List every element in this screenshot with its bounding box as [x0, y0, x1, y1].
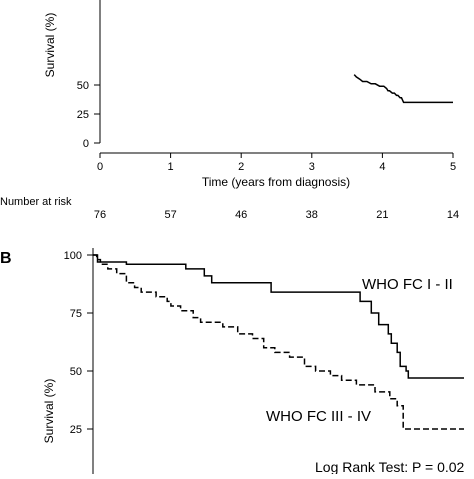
panel-b-series [93, 254, 464, 430]
panel-b-y-tick-label: 25 [70, 424, 82, 436]
panel-a-y-tick-label: 50 [77, 80, 89, 92]
panel-a-x-tick-label: 4 [379, 161, 385, 173]
panel-a-x-tick-label: 1 [168, 161, 174, 173]
number-at-risk-value: 46 [235, 209, 247, 221]
panel-a-y-ticks: 0 25 50 [77, 80, 100, 150]
number-at-risk-value: 21 [376, 209, 388, 221]
panel-a-series [353, 74, 453, 104]
panel-a: 0 25 50 0 1 2 3 4 5 Survival (%) Time (years fr… [0, 0, 459, 221]
panel-b-y-axis-label: Survival (%) [42, 379, 56, 444]
number-at-risk-value: 57 [164, 209, 176, 221]
number-at-risk-row: 76 57 46 38 21 14 [94, 209, 459, 221]
panel-b-y-tick-label: 75 [70, 308, 82, 320]
log-rank-annotation: Log Rank Test: P = 0.02 [315, 459, 465, 474]
panel-a-y-axis-label: Survival (%) [43, 13, 57, 78]
legend-label-who-fc-iii-iv: WHO FC III - IV [266, 408, 371, 425]
number-at-risk-value: 76 [94, 209, 106, 221]
panel-b-y-tick-label: 100 [64, 250, 82, 262]
panel-a-x-tick-label: 2 [238, 161, 244, 173]
panel-a-x-ticks: 0 1 2 3 4 5 [97, 153, 456, 173]
panel-b: B 100 75 50 25 Survival (%) WHO FC I - II W… [0, 248, 465, 475]
panel-a-x-tick-label: 3 [309, 161, 315, 173]
panel-a-x-axis-label: Time (years from diagnosis) [202, 175, 350, 189]
number-at-risk-value: 38 [306, 209, 318, 221]
number-at-risk-label: Number at risk [0, 196, 72, 208]
panel-a-y-tick-label: 25 [77, 109, 89, 121]
who-fc-i-ii-curve [93, 254, 464, 379]
panel-a-y-tick-label: 0 [83, 138, 89, 150]
legend-label-who-fc-i-ii: WHO FC I - II [362, 276, 453, 293]
panel-a-survival-curve [353, 74, 453, 104]
panel-a-x-tick-label: 5 [450, 161, 456, 173]
number-at-risk-value: 14 [447, 209, 459, 221]
panel-b-letter: B [0, 250, 12, 267]
panel-b-y-ticks: 100 75 50 25 [64, 250, 93, 436]
panel-a-x-tick-label: 0 [97, 161, 103, 173]
who-fc-iii-iv-curve [93, 254, 464, 430]
panel-b-y-tick-label: 50 [70, 366, 82, 378]
